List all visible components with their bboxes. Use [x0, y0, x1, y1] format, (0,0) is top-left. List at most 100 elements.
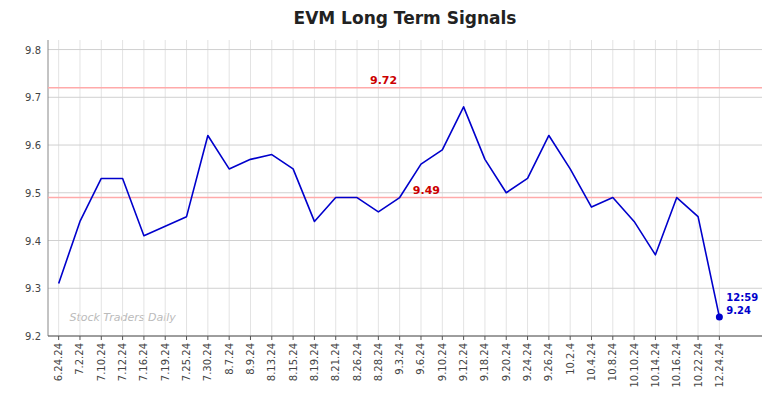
x-tick	[548, 336, 549, 340]
x-tick	[314, 336, 315, 340]
x-tick	[506, 336, 507, 340]
grid-line-y	[48, 336, 762, 337]
x-tick-label: 7.16.24	[138, 343, 149, 381]
x-tick-label: 7.10.24	[96, 343, 107, 381]
line	[59, 107, 720, 317]
x-tick	[378, 336, 379, 340]
y-tick-label: 9.6	[25, 140, 41, 151]
x-tick-label: 7.30.24	[202, 343, 213, 381]
grid-line-x	[634, 40, 635, 336]
x-tick	[143, 336, 144, 340]
x-tick-label: 10.4.24	[586, 343, 597, 381]
grid-line-x	[570, 40, 571, 336]
reference-line-label: 9.72	[370, 74, 397, 87]
x-tick	[570, 336, 571, 340]
x-tick-label: 12.24.24	[714, 343, 725, 388]
reference-line	[48, 87, 762, 89]
grid-line-y	[48, 97, 762, 98]
reference-line	[48, 197, 762, 199]
x-tick	[357, 336, 358, 340]
title: EVM Long Term Signals	[294, 8, 517, 28]
grid-line-x	[506, 40, 507, 336]
grid-line-x	[719, 40, 720, 336]
x-tick	[527, 336, 528, 340]
grid-line-x	[165, 40, 166, 336]
x-tick-label: 7.12.24	[117, 343, 128, 381]
x-tick-label: 9.26.24	[543, 343, 554, 381]
x-tick	[420, 336, 421, 340]
x-tick-label: 9.18.24	[479, 343, 490, 381]
y-tick-label: 9.2	[25, 331, 41, 342]
x-tick-label: 8.28.24	[373, 343, 384, 381]
grid-line-x	[335, 40, 336, 336]
grid-line-x	[442, 40, 443, 336]
y-tick-label: 9.5	[25, 188, 41, 199]
grid-line-x	[250, 40, 251, 336]
x-tick-label: 9.12.24	[458, 343, 469, 381]
x-axis-line	[48, 336, 762, 337]
x-tick-label: 8.19.24	[309, 343, 320, 381]
x-tick-label: 8.21.24	[330, 343, 341, 381]
last-point-dot	[716, 313, 723, 320]
x-tick	[186, 336, 187, 340]
grid-line-x	[527, 40, 528, 336]
y-tick-label: 9.7	[25, 92, 41, 103]
x-tick-label: 10.14.24	[650, 343, 661, 388]
x-tick	[122, 336, 123, 340]
grid-line-x	[484, 40, 485, 336]
grid-line-x	[79, 40, 80, 336]
grid-line-x	[143, 40, 144, 336]
grid-line-x	[676, 40, 677, 336]
grid-line-x	[122, 40, 123, 336]
x-tick	[79, 336, 80, 340]
x-tick-label: 9.20.24	[501, 343, 512, 381]
grid-line-y	[48, 49, 762, 50]
grid-line-x	[207, 40, 208, 336]
x-tick-label: 9.3.24	[394, 343, 405, 375]
grid-line-x	[357, 40, 358, 336]
x-tick	[58, 336, 59, 340]
grid-line-x	[186, 40, 187, 336]
grid-line-y	[48, 288, 762, 289]
x-tick	[229, 336, 230, 340]
x-tick-label: 6.24.24	[53, 343, 64, 381]
grid-line-x	[101, 40, 102, 336]
x-tick	[293, 336, 294, 340]
grid-line-x	[399, 40, 400, 336]
grid-line-x	[655, 40, 656, 336]
grid-line-x	[58, 40, 59, 336]
x-tick	[612, 336, 613, 340]
grid-line-x	[229, 40, 230, 336]
grid-line-y	[48, 192, 762, 193]
grid-line-x	[293, 40, 294, 336]
grid-line-y	[48, 145, 762, 146]
last-point-value: 9.24	[726, 305, 751, 316]
y-tick-label: 9.8	[25, 45, 41, 56]
x-tick	[207, 336, 208, 340]
x-tick-label: 9.24.24	[522, 343, 533, 381]
x-tick-label: 10.16.24	[671, 343, 682, 388]
y-tick-label: 9.4	[25, 236, 41, 247]
x-tick-label: 8.26.24	[352, 343, 363, 381]
grid-line-x	[463, 40, 464, 336]
x-tick-label: 10.22.24	[693, 343, 704, 388]
grid-line-x	[612, 40, 613, 336]
x-tick-label: 8.13.24	[266, 343, 277, 381]
x-tick	[719, 336, 720, 340]
x-tick-label: 10.8.24	[607, 343, 618, 381]
plot-area	[48, 88, 762, 321]
grid-line-x	[591, 40, 592, 336]
x-tick	[101, 336, 102, 340]
x-tick	[655, 336, 656, 340]
reference-line-label: 9.49	[413, 184, 440, 197]
grid-line-y	[48, 240, 762, 241]
x-tick	[484, 336, 485, 340]
x-tick-label: 8.15.24	[288, 343, 299, 381]
x-tick	[698, 336, 699, 340]
y-axis-line	[48, 40, 49, 336]
x-tick-label: 10.2.4	[565, 343, 576, 375]
y-tick-label: 9.3	[25, 283, 41, 294]
last-point-label: 12:59	[726, 292, 758, 303]
x-tick-label: 8.9.24	[245, 343, 256, 375]
x-tick	[335, 336, 336, 340]
